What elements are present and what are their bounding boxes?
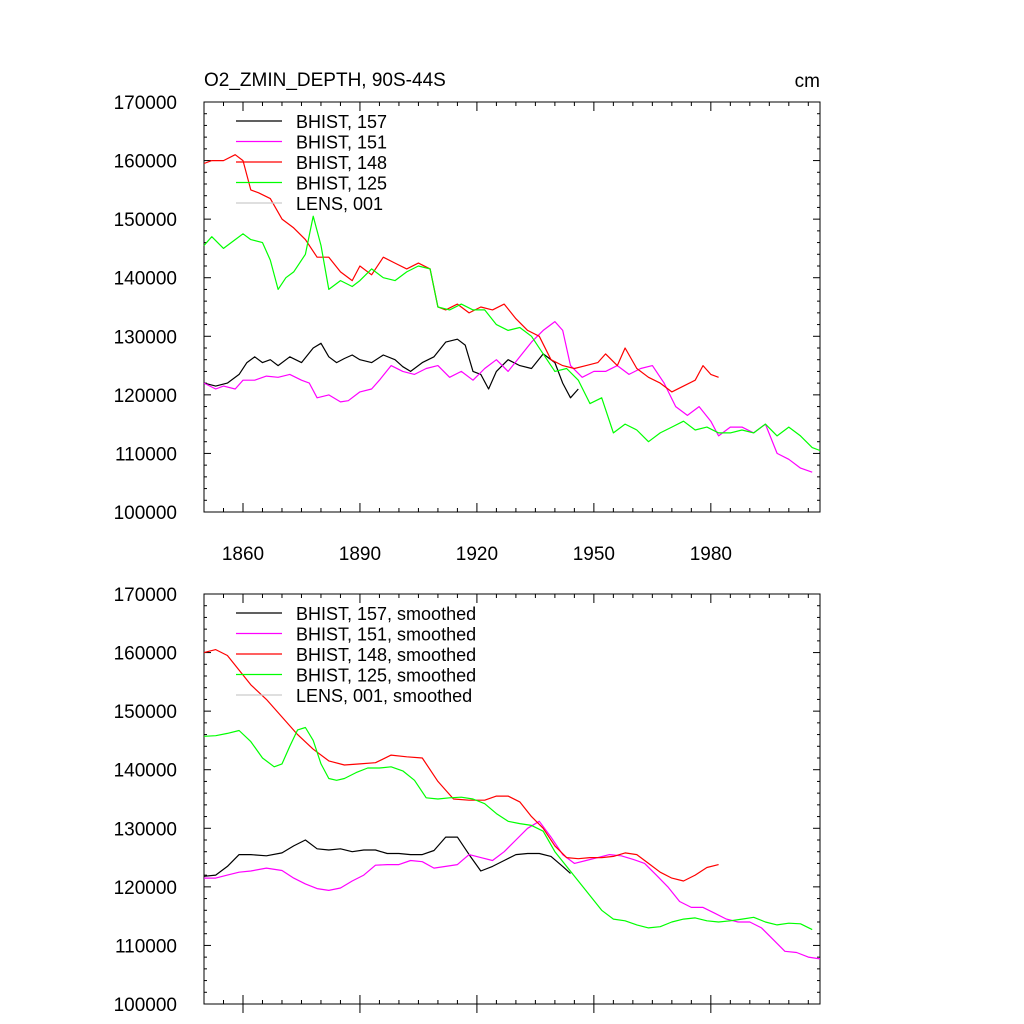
- y-tick-label: 140000: [114, 761, 177, 782]
- y-tick-label: 170000: [114, 93, 177, 114]
- y-tick-label: 120000: [114, 878, 177, 899]
- series-line-3: [203, 215, 821, 452]
- top-panel: 100000 110000 120000 130000 140000 150000 1600…: [114, 70, 821, 565]
- series-line-1: [204, 820, 821, 960]
- bottom-panel: 100000 110000 120000 130000 140000 150000 1600…: [114, 585, 821, 1016]
- y-tick-label: 150000: [114, 702, 177, 723]
- plot-frame: [203, 101, 821, 513]
- series-line-0: [203, 338, 579, 399]
- y-tick-label: 160000: [114, 152, 177, 173]
- series-line-2: [203, 154, 719, 393]
- x-tick-label: 1890: [339, 544, 381, 565]
- x-tick-label: 1860: [222, 544, 264, 565]
- legend-label: BHIST, 151: [296, 133, 387, 153]
- series-line-0: [203, 836, 571, 877]
- y-tick-label: 100000: [114, 995, 177, 1016]
- x-tick-label: 1950: [573, 544, 615, 565]
- plot-frame: [203, 593, 821, 1005]
- legend-label: BHIST, 151, smoothed: [296, 625, 476, 645]
- legend-label: BHIST, 148: [296, 153, 387, 173]
- legend-label: LENS, 001, smoothed: [296, 686, 472, 706]
- chart-title: O2_ZMIN_DEPTH, 90S-44S: [204, 70, 446, 91]
- y-tick-label: 120000: [114, 386, 177, 407]
- series-line-1: [203, 321, 813, 473]
- x-tick-label: 1980: [690, 544, 732, 565]
- legend-label: BHIST, 157: [296, 112, 387, 132]
- series-line-3: [203, 726, 813, 931]
- legend-label: BHIST, 157, smoothed: [296, 604, 476, 624]
- y-tick-label: 150000: [114, 210, 177, 231]
- units-label: cm: [795, 71, 820, 92]
- y-tick-label: 130000: [114, 819, 177, 840]
- legend-label: BHIST, 125, smoothed: [296, 666, 476, 686]
- y-tick-label: 130000: [114, 327, 177, 348]
- y-tick-label: 170000: [114, 585, 177, 606]
- y-tick-label: 160000: [114, 644, 177, 665]
- legend-label: BHIST, 148, smoothed: [296, 645, 476, 665]
- x-tick-label: 1920: [456, 544, 498, 565]
- y-tick-label: 140000: [114, 269, 177, 290]
- y-tick-label: 110000: [115, 936, 177, 957]
- y-tick-label: 100000: [114, 503, 177, 524]
- series-line-2: [203, 648, 719, 882]
- y-tick-label: 110000: [115, 444, 177, 465]
- legend-label: LENS, 001: [296, 194, 383, 214]
- legend-label: BHIST, 125: [296, 174, 387, 194]
